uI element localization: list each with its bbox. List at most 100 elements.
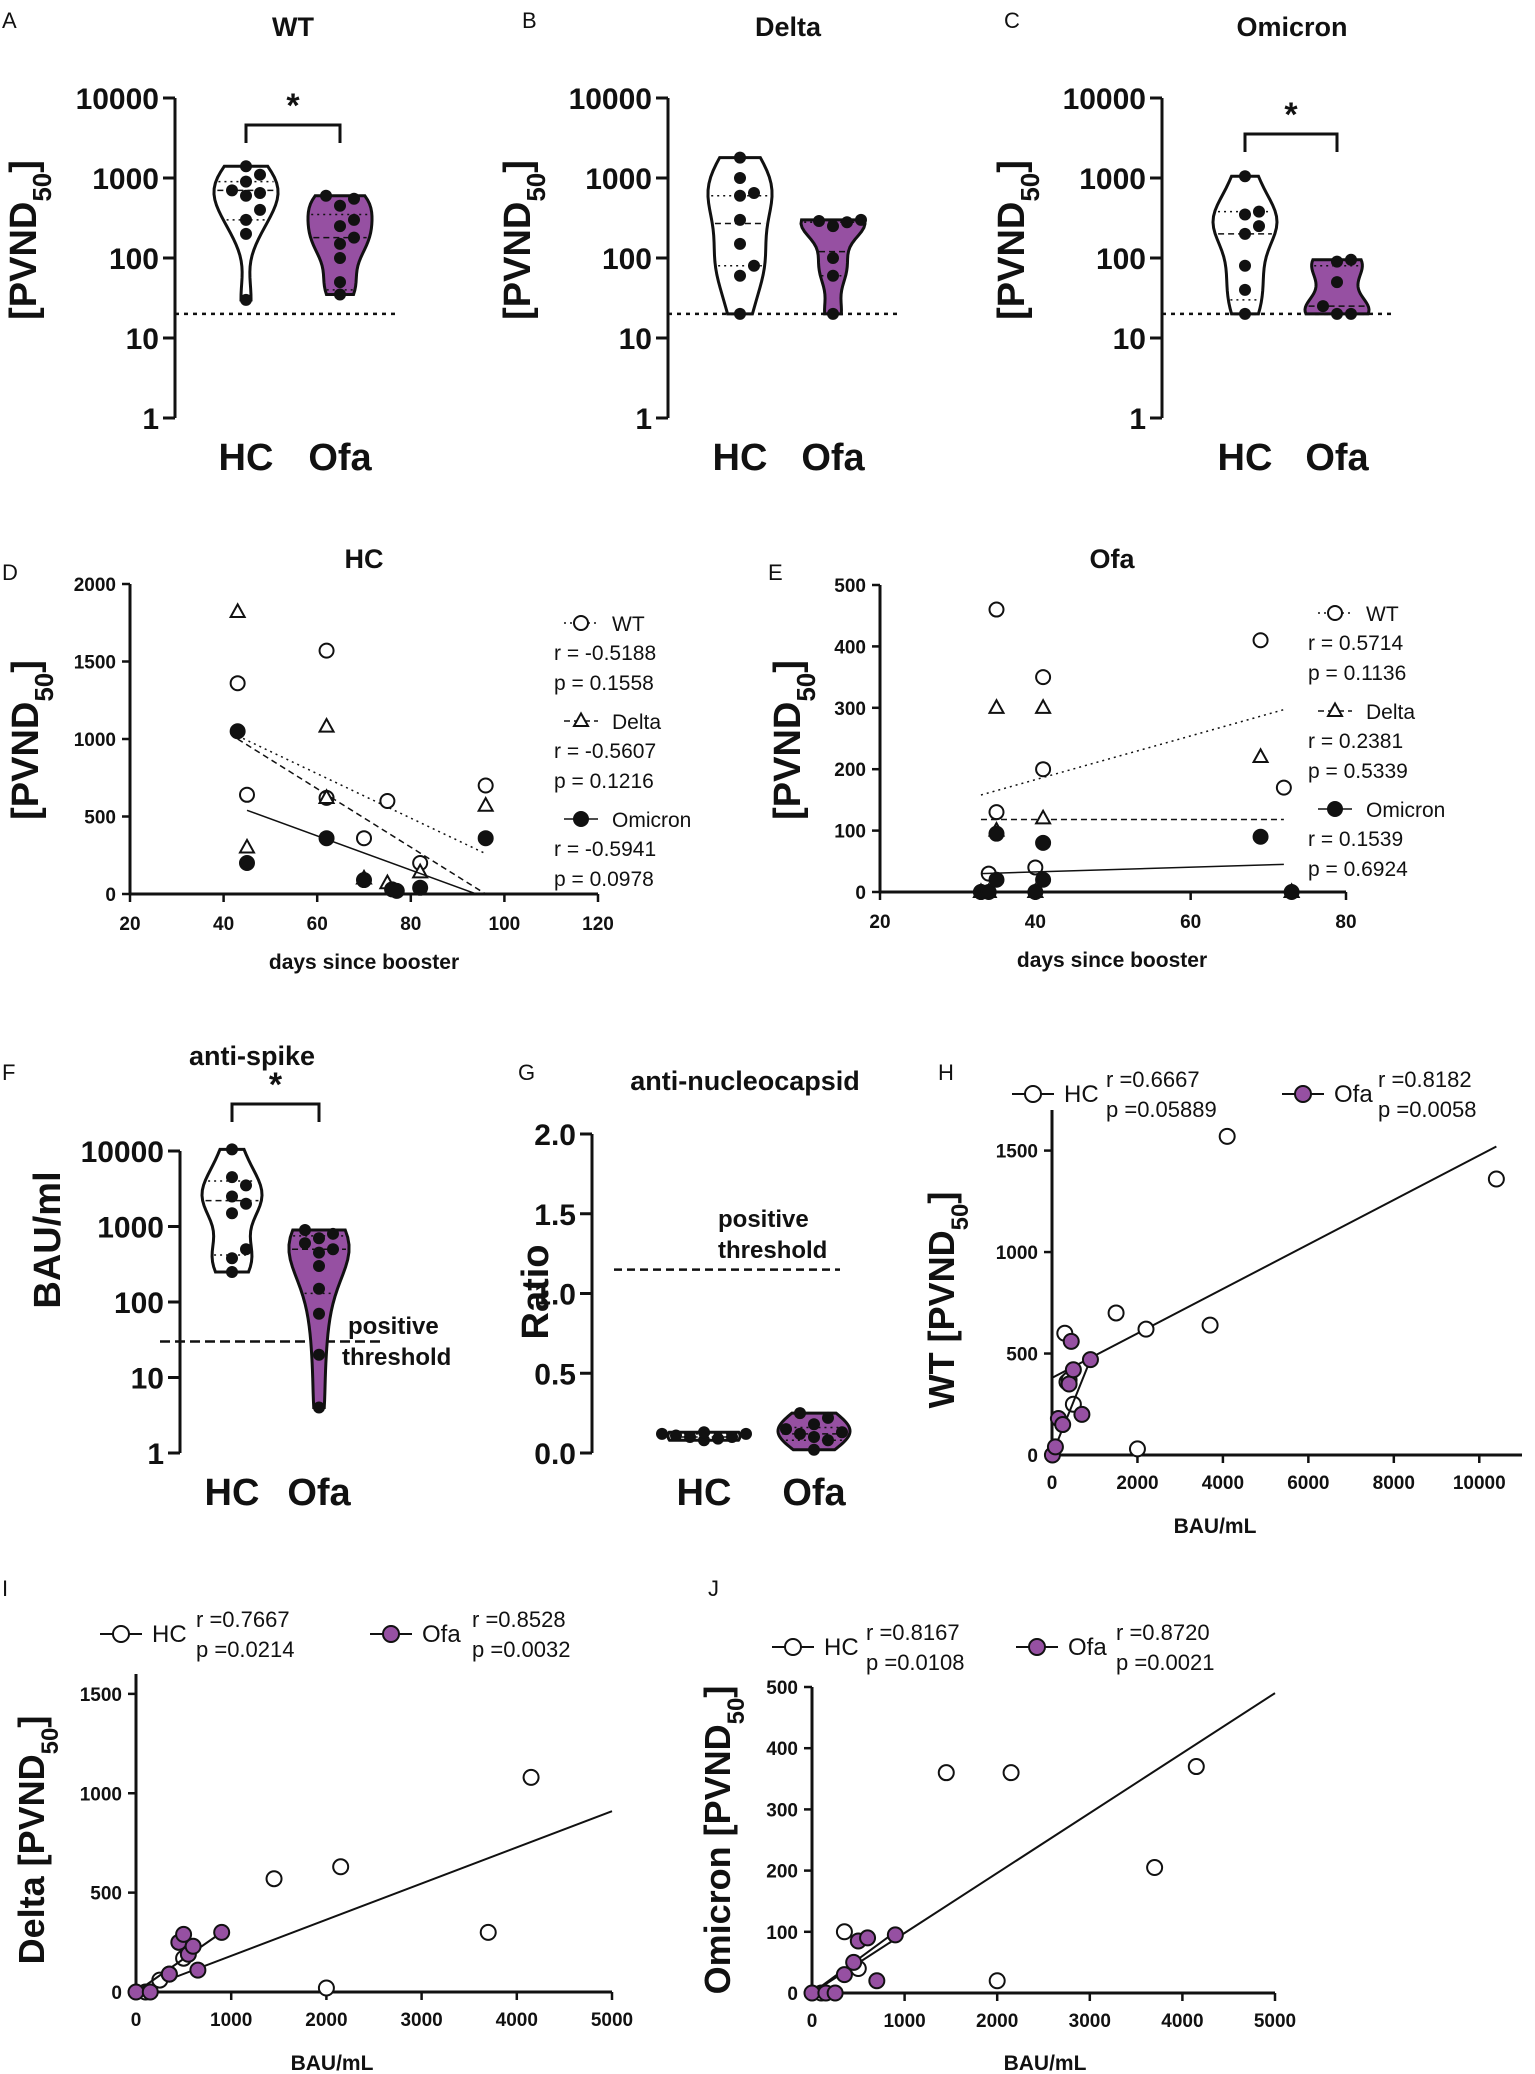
y-tick-label: 300 — [834, 699, 866, 720]
panel-label-f: F — [2, 1060, 15, 1085]
y-tick-label: 1 — [635, 403, 652, 436]
data-point-omicron — [1283, 884, 1300, 900]
x-category-label: Ofa — [782, 1472, 846, 1514]
y-tick-label: 1000 — [92, 163, 159, 196]
x-tick-label: 0 — [807, 2011, 818, 2032]
x-tick-label: 60 — [307, 914, 328, 935]
data-point — [240, 189, 252, 202]
fit-line-wt — [980, 708, 1285, 796]
y-tick-label: 500 — [1006, 1345, 1038, 1366]
data-point — [734, 307, 746, 320]
fit-line-delta — [237, 738, 487, 895]
plot-area: 1 10 100 1000 10000 HC Ofa * — [76, 83, 398, 479]
data-point — [740, 1427, 752, 1440]
y-tick-label: 10000 — [76, 83, 159, 116]
panel-h: H WT [PVND50] BAU/mL 0 2000 4000 6000 8000 10… — [921, 1060, 1522, 1538]
y-tick-label: 1.0 — [534, 1279, 576, 1312]
legend-marker — [1327, 605, 1343, 621]
data-point — [748, 259, 760, 272]
threshold-label: threshold — [718, 1237, 827, 1264]
y-tick-label: 1 — [142, 403, 159, 436]
legend-marker — [382, 1625, 400, 1643]
y-tick-label: 100 — [114, 1287, 164, 1320]
y-axis-label: Omicron [PVND50] — [697, 1686, 750, 1995]
x-axis-label: days since booster — [1017, 949, 1207, 972]
data-point-hc — [479, 1923, 497, 1941]
legend-label: Ofa — [1068, 1634, 1107, 1661]
plot-area: 1 10 100 1000 10000 HC Ofa — [569, 83, 900, 479]
data-point-delta — [1034, 698, 1052, 714]
fit-line-omicron — [246, 809, 477, 895]
plot-area: 0.0 0.5 1.0 1.5 2.0 positive threshold HC Ofa — [534, 1119, 852, 1514]
correlation-r: r = 0.1539 — [1308, 828, 1403, 851]
panel-d: D HC [PVND50] days since booster 20 40 60 8… — [2, 544, 691, 974]
legend-marker — [1024, 1085, 1042, 1103]
correlation-r: r =0.8720 — [1116, 1620, 1210, 1645]
correlation-r: r = 0.5714 — [1308, 632, 1403, 655]
data-point-delta — [317, 716, 336, 733]
plot-area: 1 10 100 1000 10000 HC Ofa * — [1063, 83, 1395, 479]
x-category-label: HC — [713, 437, 768, 479]
y-tick-label: 1 — [147, 1438, 164, 1471]
panel-i: I Delta [PVND50] BAU/mL 0 1000 2000 3000 400… — [2, 1576, 633, 2074]
data-point — [313, 1401, 325, 1414]
y-tick-label: 2.0 — [534, 1119, 576, 1152]
data-point — [684, 1431, 696, 1444]
data-point — [780, 1423, 792, 1436]
violin-ofa — [799, 218, 867, 316]
x-category-label: Ofa — [308, 437, 372, 479]
correlation-r: r =0.8182 — [1378, 1067, 1472, 1092]
data-point — [734, 189, 746, 202]
p-value: p = 0.1558 — [554, 672, 654, 695]
data-point-delta — [1034, 808, 1052, 825]
data-point-delta — [1251, 747, 1270, 763]
data-point-hc — [1487, 1170, 1505, 1188]
data-point — [734, 269, 746, 282]
data-point — [855, 213, 867, 226]
data-point-ofa — [826, 1984, 844, 2002]
correlation-r: r =0.6667 — [1106, 1067, 1200, 1092]
x-tick-label: 10000 — [1453, 1473, 1506, 1494]
y-tick-label: 0 — [111, 1983, 122, 2004]
panel-e: E Ofa [PVND50] days since booster 20 40 60… — [767, 544, 1445, 972]
x-tick-label: 40 — [1025, 912, 1046, 933]
data-point-omicron — [239, 855, 255, 871]
data-point — [836, 1426, 848, 1439]
y-tick-label: 1500 — [74, 653, 116, 674]
p-value: p =0.0058 — [1378, 1097, 1476, 1122]
data-point — [698, 1426, 710, 1439]
x-tick-label: 80 — [400, 914, 421, 935]
panel-label-e: E — [768, 560, 783, 585]
panel-label-b: B — [522, 8, 537, 33]
data-point — [240, 1243, 252, 1256]
y-tick-label: 500 — [90, 1884, 122, 1905]
plot-area: 0 1000 2000 3000 4000 5000 0 500 1000 1500 HC r =0.… — [80, 1607, 633, 2031]
fit-line-ofa — [135, 1931, 223, 1993]
data-point-omicron — [356, 872, 372, 889]
data-point — [226, 1207, 238, 1220]
data-point — [348, 231, 360, 244]
y-axis-label: [PVND50] — [497, 160, 551, 320]
data-point — [822, 1411, 834, 1424]
x-category-label: HC — [219, 437, 274, 479]
x-category-label: Ofa — [287, 1472, 351, 1514]
y-tick-label: 1000 — [97, 1212, 164, 1245]
data-point-wt — [1035, 761, 1052, 778]
data-point-ofa — [1046, 1438, 1064, 1456]
data-point — [822, 1434, 834, 1447]
plot-area: 20 40 60 80 0 100 200 300 400 500 WT r = 0.5714 p = … — [834, 576, 1445, 933]
data-point — [240, 1179, 252, 1192]
y-tick-label: 1000 — [996, 1243, 1038, 1264]
x-category-label: HC — [1218, 437, 1273, 479]
y-tick-label: 1500 — [996, 1142, 1038, 1163]
y-tick-label: 100 — [834, 822, 866, 843]
data-point-wt — [229, 675, 246, 692]
panel-label-c: C — [1004, 8, 1020, 33]
fit-line-hc — [135, 1810, 613, 1993]
panel-label-i: I — [2, 1576, 8, 1601]
y-tick-label: 100 — [109, 243, 159, 276]
p-value: p =0.0214 — [196, 1637, 294, 1662]
legend-label: Delta — [612, 711, 661, 734]
y-tick-label: 400 — [766, 1739, 798, 1760]
